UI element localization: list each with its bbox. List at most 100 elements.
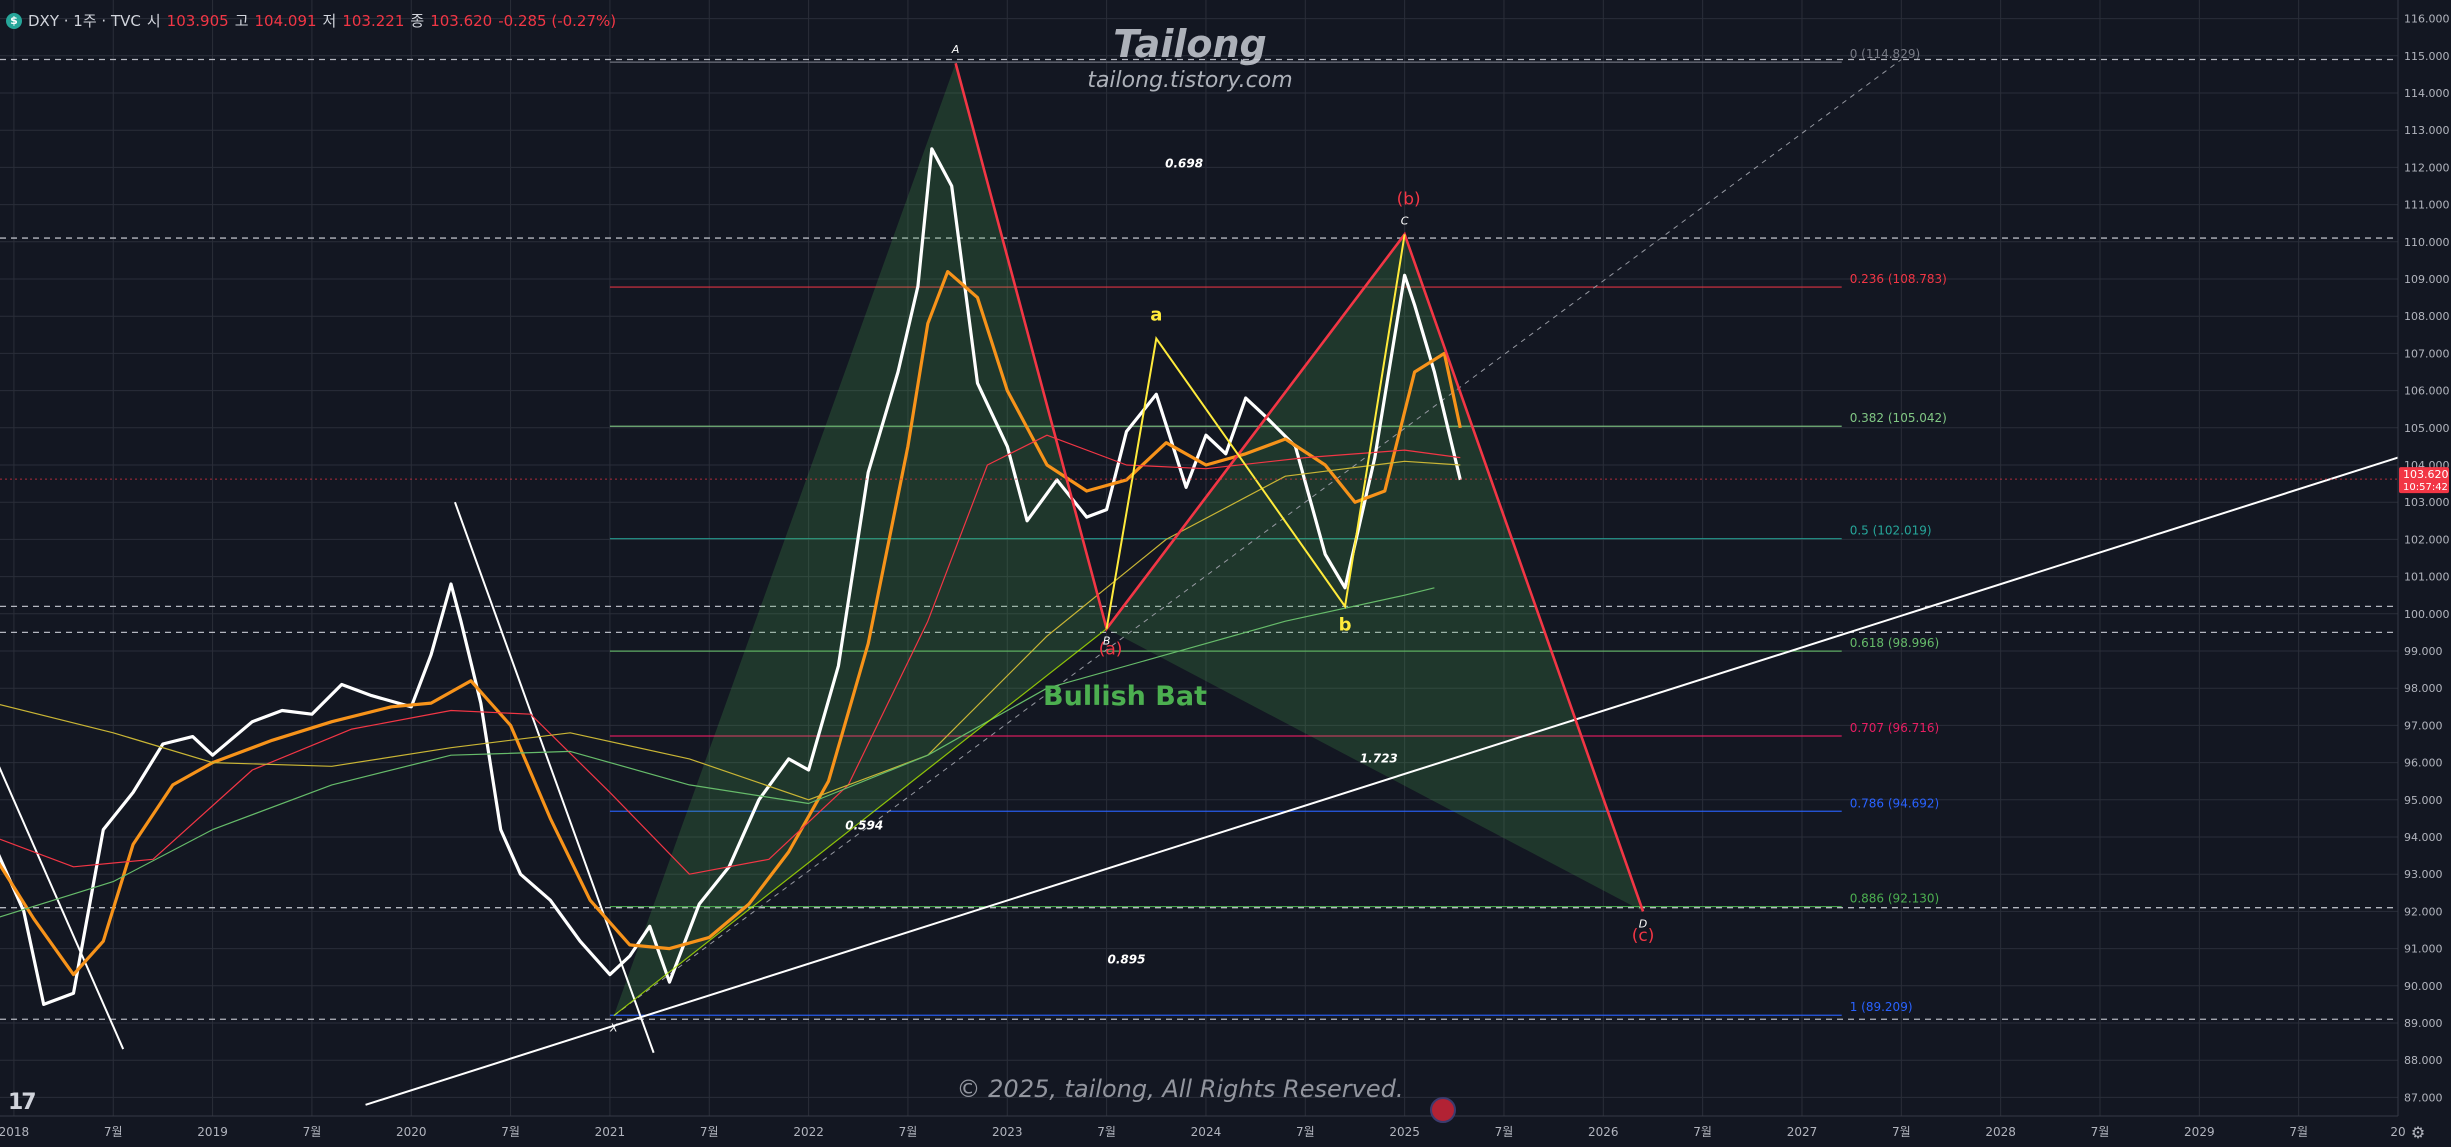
price-tick-label: 97.000 (2404, 719, 2443, 732)
symbol-header[interactable]: $ DXY · 1주 · TVC 시 103.905 고 104.091 저 103.… (6, 10, 616, 31)
ratio-label: 1.723 (1360, 752, 1398, 766)
fib-level-label: 0.5 (102.019) (1850, 524, 1932, 538)
abc-zigzag (1105, 234, 1406, 629)
time-tick-label: 2021 (595, 1125, 626, 1139)
us-flag-icon[interactable] (1430, 1097, 1456, 1123)
price-tick-label: 99.000 (2404, 645, 2443, 658)
open-label: 시 (146, 12, 161, 30)
price-tick-label: 102.000 (2404, 533, 2450, 546)
fib-level-label: 0.618 (98.996) (1850, 636, 1940, 650)
bar-countdown: 10:57:42 (2403, 482, 2448, 493)
price-tick-label: 88.000 (2404, 1054, 2443, 1067)
series-line (0, 147, 1462, 1006)
series-line (0, 460, 1461, 801)
series-line (0, 587, 1435, 918)
trendline (0, 766, 125, 1050)
symbol-title[interactable]: DXY · 1주 · TVC (28, 12, 141, 30)
fib-level-label: 1 (89.209) (1850, 1000, 1913, 1014)
fib-level-label: 0.786 (94.692) (1850, 796, 1940, 810)
fib-level-label: 0.886 (92.130) (1850, 892, 1940, 906)
copyright-notice: © 2025, tailong, All Rights Reserved. (956, 1075, 1404, 1103)
time-tick-label: 7월 (1495, 1125, 1514, 1139)
time-tick-label: 2019 (197, 1125, 228, 1139)
trendline (365, 456, 2399, 1106)
pattern-point-label: C (1401, 214, 1409, 227)
abc-point-label: a (1150, 305, 1162, 326)
price-tick-label: 107.000 (2404, 347, 2450, 360)
price-tick-label: 105.000 (2404, 422, 2450, 435)
pattern-outline (954, 62, 1645, 912)
time-tick-label: 2023 (992, 1125, 1023, 1139)
price-tick-label: 91.000 (2404, 943, 2443, 956)
fib-level-label: 0.707 (96.716) (1850, 721, 1940, 735)
time-tick-label: 7월 (1097, 1125, 1116, 1139)
time-tick-label: 7월 (303, 1125, 322, 1139)
time-tick-label: 2020 (396, 1125, 427, 1139)
ratio-label: 0.895 (1107, 952, 1145, 966)
time-tick-label: 2028 (1985, 1125, 2016, 1139)
time-tick-label: 7월 (1296, 1125, 1315, 1139)
time-tick-label: 7월 (2091, 1125, 2110, 1139)
abc-point-label: b (1339, 614, 1352, 635)
tradingview-logo-icon[interactable]: 17 (8, 1090, 37, 1115)
time-tick-label: 7월 (501, 1125, 520, 1139)
price-tick-label: 109.000 (2404, 273, 2450, 286)
projection-line (613, 59, 1902, 1016)
settings-gear-icon: ⚙ (2411, 1123, 2425, 1142)
time-tick-label: 2027 (1787, 1125, 1818, 1139)
wave-label: (a) (1099, 640, 1123, 660)
last-price-tag (2399, 467, 2449, 494)
price-tick-label: 100.000 (2404, 608, 2450, 621)
price-tick-label: 95.000 (2404, 794, 2443, 807)
time-tick-label: 2022 (793, 1125, 824, 1139)
time-tick-label: 2025 (1389, 1125, 1420, 1139)
time-tick-label: 7월 (104, 1125, 123, 1139)
change-value: -0.285 (-0.27%) (498, 11, 617, 30)
price-tick-label: 96.000 (2404, 757, 2443, 770)
wave-label: (c) (1632, 926, 1655, 946)
xb-line (613, 628, 1107, 1017)
high-value: 104.091 (254, 11, 317, 30)
close-label: 종 (410, 12, 425, 30)
pattern-point-label: B (1103, 635, 1111, 648)
time-tick-label: 2026 (1588, 1125, 1619, 1139)
price-tick-label: 116.000 (2404, 13, 2450, 26)
price-tick-label: 111.000 (2404, 199, 2450, 212)
ratio-label: 0.594 (845, 819, 883, 833)
pattern-point-label: D (1639, 917, 1647, 930)
price-tick-label: 94.000 (2404, 831, 2443, 844)
wave-label: (b) (1397, 190, 1421, 210)
time-tick-label: 7월 (1693, 1125, 1712, 1139)
price-tick-label: 113.000 (2404, 124, 2450, 137)
price-tick-label: 114.000 (2404, 87, 2450, 100)
price-tick-label: 89.000 (2404, 1017, 2443, 1030)
series-line (0, 434, 1461, 875)
price-tick-label: 110.000 (2404, 236, 2450, 249)
time-tick-label: 7월 (700, 1125, 719, 1139)
time-tick-label: 2018 (0, 1125, 29, 1139)
ratio-label: 0.698 (1165, 156, 1203, 170)
price-tick-label: 108.000 (2404, 310, 2450, 323)
close-value: 103.620 (430, 11, 493, 30)
time-tick-label: 7월 (899, 1125, 918, 1139)
series-line (0, 270, 1462, 977)
price-tick-label: 90.000 (2404, 980, 2443, 993)
time-tick-label: 2029 (2184, 1125, 2215, 1139)
price-axis-bg (2398, 0, 2451, 1147)
pattern-point-label: X (609, 1022, 618, 1035)
price-tick-label: 115.000 (2404, 50, 2450, 63)
price-tick-label: 87.000 (2404, 1091, 2443, 1104)
open-value: 103.905 (166, 11, 229, 30)
fib-level-label: 0.382 (105.042) (1850, 411, 1947, 425)
price-tick-label: 98.000 (2404, 682, 2443, 695)
pattern-triangle-bcd (1106, 234, 1644, 912)
time-tick-label: 2024 (1191, 1125, 1222, 1139)
fib-level-label: 0 (114.829) (1850, 47, 1920, 61)
low-label: 저 (322, 12, 337, 30)
pattern-triangle-xab (613, 63, 1107, 1016)
time-axis-bg (0, 1116, 2451, 1147)
last-price-value: 103.620 (2403, 468, 2449, 481)
price-tick-label: 112.000 (2404, 161, 2450, 174)
low-value: 103.221 (342, 11, 405, 30)
